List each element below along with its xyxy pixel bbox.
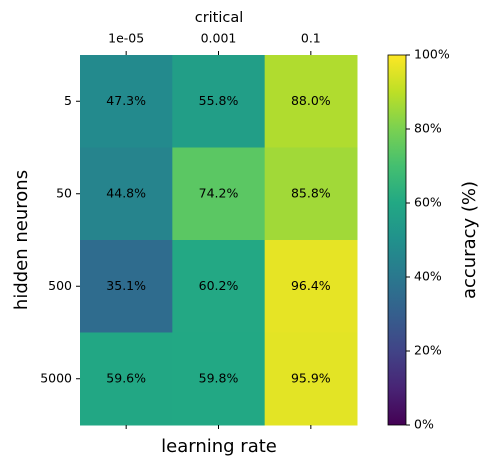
cell-label: 96.4% xyxy=(291,278,331,293)
colorbar-tick-label: 60% xyxy=(414,195,442,210)
heatmap-cell xyxy=(172,55,266,148)
heatmap-cell xyxy=(264,240,358,333)
y-tick-label: 5000 xyxy=(40,370,72,385)
chart-title: critical xyxy=(195,10,244,26)
heatmap-cell xyxy=(80,147,173,241)
heatmap-cell xyxy=(264,147,358,241)
heatmap-cell xyxy=(264,332,358,426)
colorbar-tick-label: 80% xyxy=(414,121,442,136)
heatmap-cell xyxy=(172,332,266,426)
x-tick-label: 1e-05 xyxy=(108,31,144,46)
cell-label: 35.1% xyxy=(106,278,146,293)
heatmap-cell xyxy=(264,55,358,148)
x-tick-label: 0.1 xyxy=(301,31,321,46)
x-axis-label: learning rate xyxy=(161,436,277,457)
cell-label: 74.2% xyxy=(199,185,239,200)
heatmap-cell xyxy=(172,147,266,241)
colorbar xyxy=(387,54,407,426)
y-axis-label: hidden neurons xyxy=(11,170,32,310)
y-tick-label: 500 xyxy=(48,278,72,293)
cell-label: 47.3% xyxy=(106,93,146,108)
heatmap-cell xyxy=(80,55,173,148)
heatmap-cell xyxy=(80,332,173,426)
cell-label: 59.8% xyxy=(199,370,239,385)
x-tick-label: 0.001 xyxy=(201,31,237,46)
colorbar-tick-label: 40% xyxy=(414,269,442,284)
cell-label: 85.8% xyxy=(291,185,331,200)
heatmap-cell xyxy=(80,240,173,333)
colorbar-label: accuracy (%) xyxy=(459,181,480,299)
cell-label: 88.0% xyxy=(291,93,331,108)
cell-label: 44.8% xyxy=(106,185,146,200)
cell-label: 59.6% xyxy=(106,370,146,385)
y-tick-label: 5 xyxy=(64,93,72,108)
cell-label: 60.2% xyxy=(199,278,239,293)
y-tick-label: 50 xyxy=(56,185,72,200)
cell-label: 95.9% xyxy=(291,370,331,385)
colorbar-tick-label: 0% xyxy=(414,417,434,432)
colorbar-tick-label: 20% xyxy=(414,343,442,358)
colorbar-tick-label: 100% xyxy=(414,47,450,62)
heatmap-cell xyxy=(172,240,266,333)
cell-label: 55.8% xyxy=(199,93,239,108)
